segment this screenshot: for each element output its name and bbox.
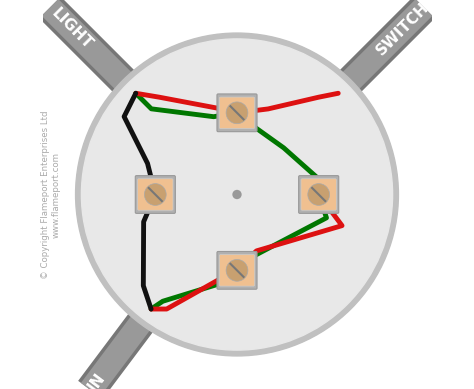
Circle shape	[232, 190, 242, 199]
Circle shape	[308, 184, 329, 205]
FancyBboxPatch shape	[217, 252, 257, 289]
Circle shape	[145, 184, 166, 205]
Circle shape	[75, 33, 399, 356]
Circle shape	[226, 259, 248, 281]
FancyBboxPatch shape	[299, 176, 339, 213]
Text: IN: IN	[85, 370, 108, 389]
Circle shape	[82, 39, 392, 350]
FancyBboxPatch shape	[219, 97, 255, 129]
Circle shape	[226, 102, 248, 124]
FancyBboxPatch shape	[301, 179, 337, 210]
FancyBboxPatch shape	[137, 179, 173, 210]
FancyBboxPatch shape	[135, 176, 175, 213]
Text: © Copyright Flameport Enterprises Ltd
www.flameport.com: © Copyright Flameport Enterprises Ltd ww…	[41, 110, 61, 279]
FancyBboxPatch shape	[219, 254, 255, 286]
FancyBboxPatch shape	[217, 94, 257, 132]
Text: SWITCH: SWITCH	[373, 0, 432, 58]
Text: LIGHT: LIGHT	[48, 6, 95, 53]
